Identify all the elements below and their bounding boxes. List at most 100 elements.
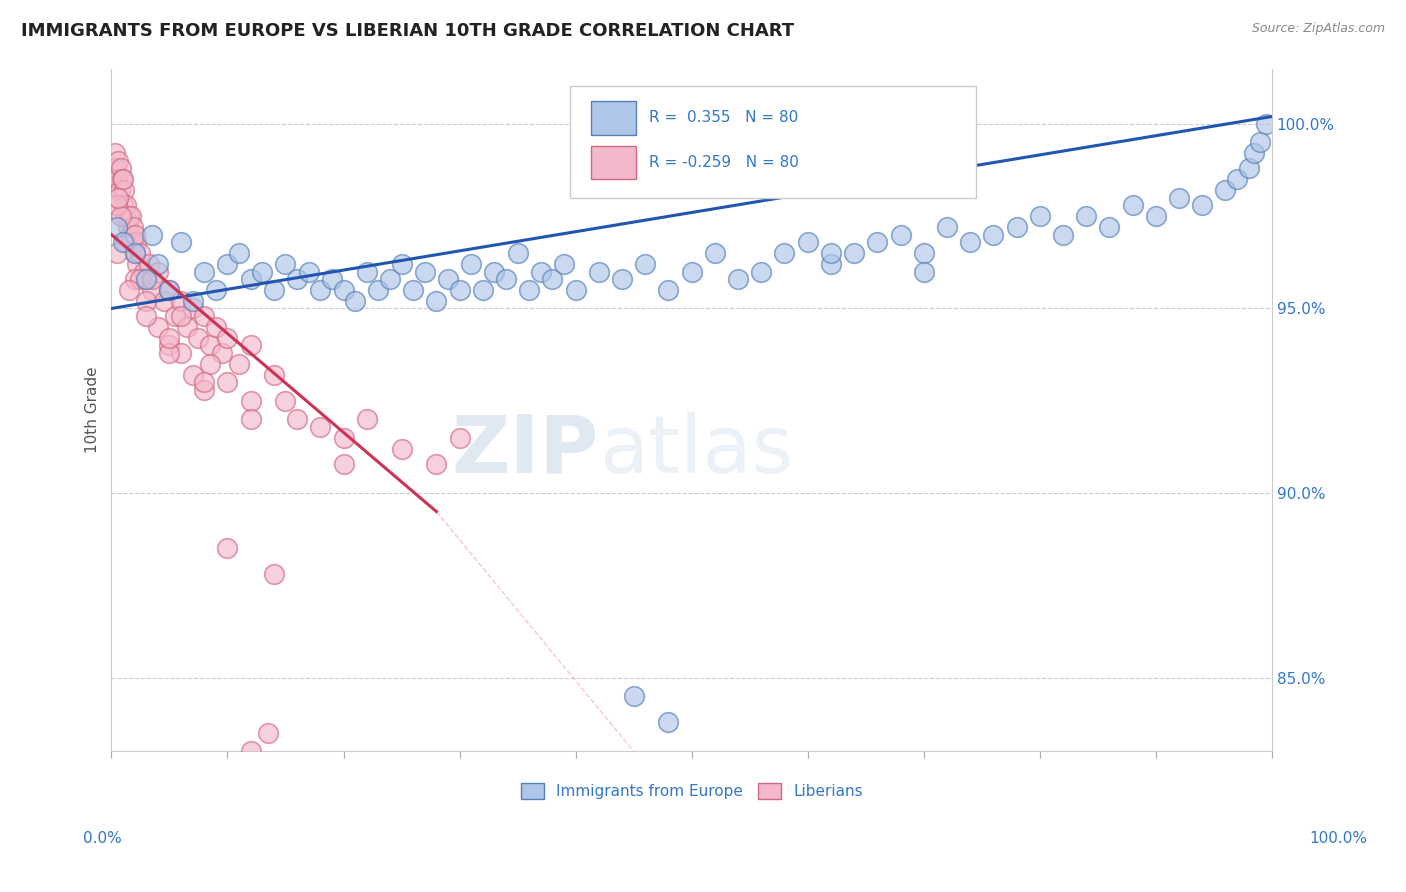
Point xyxy=(198,338,221,352)
Point xyxy=(112,183,135,197)
Point xyxy=(842,246,865,260)
Point xyxy=(703,246,725,260)
Point xyxy=(749,264,772,278)
Point xyxy=(356,264,378,278)
Text: R = -0.259   N = 80: R = -0.259 N = 80 xyxy=(648,155,799,170)
Text: 100.0%: 100.0% xyxy=(1309,831,1368,846)
Point xyxy=(773,246,796,260)
Point xyxy=(356,412,378,426)
Point xyxy=(263,567,285,582)
Point xyxy=(727,272,749,286)
Point xyxy=(124,246,146,260)
Point xyxy=(217,541,239,556)
Point xyxy=(135,272,157,286)
Point xyxy=(530,264,553,278)
Point xyxy=(170,345,193,359)
Point xyxy=(239,393,262,408)
Point xyxy=(170,235,193,249)
Point xyxy=(820,257,842,271)
Point xyxy=(1144,209,1167,223)
Point xyxy=(495,272,517,286)
Point xyxy=(217,376,239,390)
Point xyxy=(285,412,308,426)
Point xyxy=(449,283,471,297)
Point xyxy=(344,294,367,309)
Point xyxy=(553,257,575,271)
Point xyxy=(181,301,204,316)
Point xyxy=(159,283,181,297)
Point xyxy=(1243,146,1265,161)
Point xyxy=(217,331,239,345)
Point xyxy=(681,264,703,278)
Point xyxy=(111,172,134,186)
Point xyxy=(1005,220,1028,235)
Point xyxy=(141,227,163,242)
Point xyxy=(170,309,193,323)
Point xyxy=(141,272,163,286)
Point xyxy=(107,153,129,168)
Text: Source: ZipAtlas.com: Source: ZipAtlas.com xyxy=(1251,22,1385,36)
Text: IMMIGRANTS FROM EUROPE VS LIBERIAN 10TH GRADE CORRELATION CHART: IMMIGRANTS FROM EUROPE VS LIBERIAN 10TH … xyxy=(21,22,794,40)
Point xyxy=(471,283,494,297)
Point xyxy=(105,198,128,212)
Point xyxy=(332,457,354,471)
Point xyxy=(298,264,321,278)
Point xyxy=(111,235,134,249)
Point xyxy=(122,220,145,235)
Point xyxy=(159,338,181,352)
Point xyxy=(959,235,981,249)
Point xyxy=(165,309,187,323)
Point xyxy=(159,283,181,297)
Point xyxy=(367,283,389,297)
Point xyxy=(152,294,174,309)
Point xyxy=(111,172,134,186)
Point xyxy=(121,235,143,249)
Point xyxy=(413,264,436,278)
Point xyxy=(1254,117,1277,131)
Point xyxy=(120,209,142,223)
Point xyxy=(181,294,204,309)
Point xyxy=(820,246,842,260)
Point xyxy=(889,227,911,242)
Point xyxy=(378,272,401,286)
Point xyxy=(1052,227,1074,242)
Point xyxy=(187,331,209,345)
Point xyxy=(228,357,250,371)
Point xyxy=(198,357,221,371)
Point xyxy=(129,272,152,286)
Point xyxy=(141,283,163,297)
Point xyxy=(796,235,818,249)
Point xyxy=(115,198,138,212)
Point xyxy=(634,257,657,271)
Point xyxy=(285,272,308,286)
Point xyxy=(460,257,482,271)
Point xyxy=(1029,209,1052,223)
Point xyxy=(449,431,471,445)
Point xyxy=(228,246,250,260)
Point xyxy=(623,689,645,703)
Point xyxy=(181,368,204,382)
Point xyxy=(105,161,128,176)
Point xyxy=(107,191,129,205)
Point xyxy=(321,272,343,286)
Point xyxy=(170,294,193,309)
Point xyxy=(114,209,136,223)
Point xyxy=(205,320,228,334)
Point xyxy=(193,376,215,390)
Point xyxy=(1249,136,1271,150)
Point xyxy=(146,257,169,271)
Point xyxy=(124,227,146,242)
Point xyxy=(274,257,297,271)
Point xyxy=(124,246,146,260)
Point xyxy=(252,264,274,278)
Point xyxy=(1215,183,1237,197)
Point xyxy=(936,220,959,235)
Point xyxy=(257,726,280,740)
Point xyxy=(117,220,139,235)
Point xyxy=(309,283,332,297)
Point xyxy=(211,345,233,359)
Point xyxy=(1168,191,1191,205)
Point xyxy=(176,320,198,334)
Point xyxy=(425,457,447,471)
Point xyxy=(138,257,160,271)
